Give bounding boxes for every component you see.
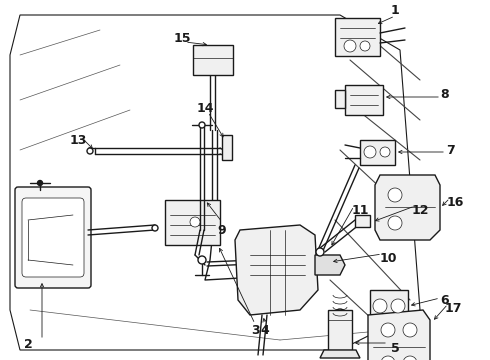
Text: 4: 4 xyxy=(261,324,270,337)
Bar xyxy=(360,140,395,165)
Circle shape xyxy=(364,146,376,158)
Circle shape xyxy=(190,217,200,227)
Circle shape xyxy=(198,256,206,264)
Polygon shape xyxy=(235,225,318,315)
Circle shape xyxy=(316,248,324,256)
Bar xyxy=(193,45,233,75)
Bar xyxy=(165,200,220,245)
Polygon shape xyxy=(320,350,360,358)
Text: 14: 14 xyxy=(196,102,214,114)
Text: 13: 13 xyxy=(69,134,87,147)
Bar xyxy=(370,290,408,322)
Circle shape xyxy=(360,41,370,51)
Bar xyxy=(345,85,383,115)
Text: 6: 6 xyxy=(441,293,449,306)
Polygon shape xyxy=(375,175,440,240)
Circle shape xyxy=(388,188,402,202)
Text: 7: 7 xyxy=(445,144,454,157)
Polygon shape xyxy=(368,310,430,360)
Circle shape xyxy=(344,40,356,52)
Text: 9: 9 xyxy=(218,224,226,237)
Circle shape xyxy=(334,309,346,321)
Circle shape xyxy=(380,147,390,157)
Bar xyxy=(355,215,370,227)
Text: 3: 3 xyxy=(251,324,259,337)
Polygon shape xyxy=(315,255,345,275)
Text: 1: 1 xyxy=(391,4,399,17)
Text: 2: 2 xyxy=(24,338,32,351)
Circle shape xyxy=(199,122,205,128)
Circle shape xyxy=(391,299,405,313)
Text: 10: 10 xyxy=(379,252,397,265)
Text: 12: 12 xyxy=(411,203,429,216)
Circle shape xyxy=(381,323,395,337)
Circle shape xyxy=(403,323,417,337)
Text: 15: 15 xyxy=(173,31,191,45)
Bar xyxy=(328,310,352,350)
Text: 5: 5 xyxy=(391,342,399,355)
Bar xyxy=(335,18,380,56)
Circle shape xyxy=(38,180,43,185)
Text: 8: 8 xyxy=(441,89,449,102)
Circle shape xyxy=(373,299,387,313)
FancyBboxPatch shape xyxy=(15,187,91,288)
Text: 11: 11 xyxy=(351,203,369,216)
FancyBboxPatch shape xyxy=(22,198,84,277)
Circle shape xyxy=(388,216,402,230)
Circle shape xyxy=(381,356,395,360)
Circle shape xyxy=(254,258,262,266)
Polygon shape xyxy=(10,15,420,350)
Bar xyxy=(335,90,345,108)
Text: 16: 16 xyxy=(446,195,464,208)
Bar xyxy=(222,135,232,160)
Circle shape xyxy=(152,225,158,231)
Circle shape xyxy=(87,148,93,154)
Circle shape xyxy=(403,356,417,360)
Text: 17: 17 xyxy=(444,302,462,315)
